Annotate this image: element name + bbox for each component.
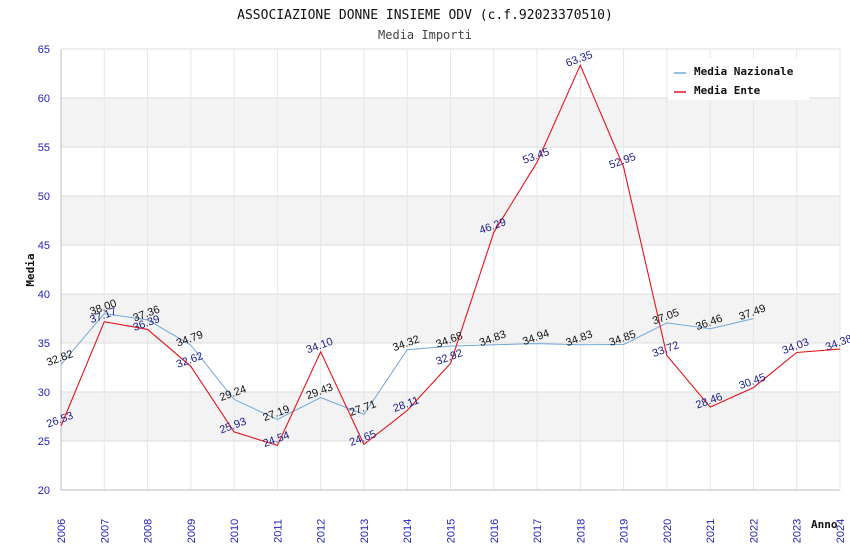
y-tick-label: 40	[38, 289, 50, 301]
x-tick-label: 2024	[835, 519, 847, 543]
series-line-media-nazionale	[60, 313, 754, 421]
x-axis-label: Anno	[811, 518, 838, 531]
y-tick-label: 25	[38, 436, 50, 448]
chart-subtitle: Media Importi	[378, 28, 472, 42]
x-tick-label: 2022	[748, 519, 760, 543]
x-tick-label: 2021	[705, 519, 717, 543]
x-tick-label: 2023	[792, 519, 804, 543]
x-tick-label: 2009	[186, 519, 198, 543]
y-tick-label: 30	[38, 387, 50, 399]
x-tick-label: 2006	[56, 519, 68, 543]
y-tick-label: 60	[38, 93, 50, 105]
chart-title: ASSOCIAZIONE DONNE INSIEME ODV (c.f.9202…	[237, 8, 613, 23]
y-tick-label: 45	[38, 240, 50, 252]
legend: Media Nazionale Media Ente	[668, 58, 809, 100]
legend-box	[668, 58, 809, 100]
x-tick-label: 2008	[143, 519, 155, 543]
x-tick-label: 2011	[272, 519, 284, 543]
x-tick-label: 2016	[489, 519, 501, 543]
y-tick-label: 35	[38, 338, 50, 350]
legend-label-media-nazionale: Media Nazionale	[694, 65, 794, 78]
y-tick-label: 50	[38, 191, 50, 203]
x-tick-label: 2019	[619, 519, 631, 543]
data-label-media-ente: 32.62	[175, 350, 205, 371]
series-lines	[60, 63, 841, 447]
y-ticks: 20 25 30 35 40 45 50 55 60 65	[38, 44, 50, 497]
x-tick-label: 2017	[532, 519, 544, 543]
y-tick-label: 20	[38, 485, 50, 497]
series-line-media-ente	[60, 63, 841, 447]
data-label-media-ente: 30.45	[737, 371, 767, 392]
y-tick-label: 55	[38, 142, 50, 154]
y-tick-label: 65	[38, 44, 50, 56]
x-tick-label: 2015	[446, 519, 458, 543]
x-tick-label: 2012	[316, 519, 328, 543]
x-tick-label: 2010	[229, 519, 241, 543]
data-label-media-nazionale: 32.82	[45, 348, 75, 369]
x-tick-label: 2014	[402, 519, 414, 543]
legend-label-media-ente: Media Ente	[694, 84, 761, 97]
x-tick-label: 2020	[662, 519, 674, 543]
x-tick-label: 2013	[359, 519, 371, 543]
data-label-media-ente: 52.95	[608, 151, 638, 172]
x-ticks: 2006 2007 2008 2009 2010 2011 2012 2013 2014 2015…	[56, 519, 847, 543]
x-tick-label: 2018	[575, 519, 587, 543]
y-axis-label: Media	[24, 253, 37, 286]
x-tick-label: 2007	[99, 519, 111, 543]
